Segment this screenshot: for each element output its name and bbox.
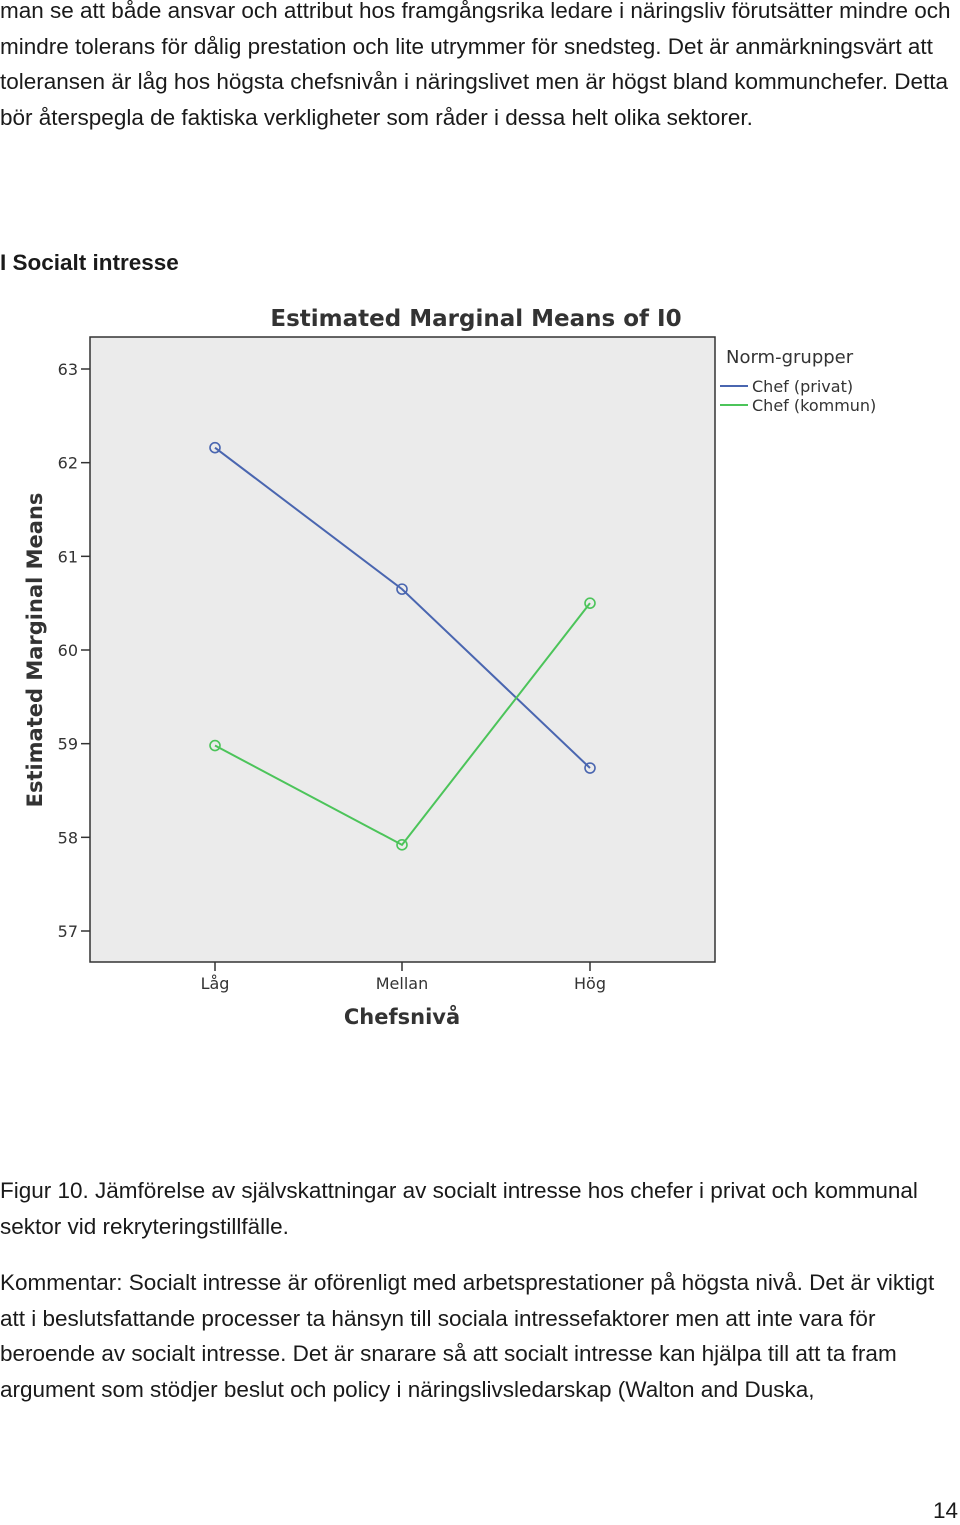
legend-title: Norm-grupper <box>726 347 854 368</box>
data-point <box>584 762 596 774</box>
line-chart: Estimated Marginal Means of I0 57 58 59 60 6… <box>23 306 876 1029</box>
data-point <box>396 583 408 595</box>
x-axis-label: Chefsnivå <box>344 1004 460 1029</box>
legend-entry: Chef (kommun) <box>752 396 876 415</box>
y-tick-label: 59 <box>58 735 78 754</box>
series-line-1 <box>214 446 591 769</box>
y-tick-label: 62 <box>58 454 78 473</box>
intro-paragraph: man se att både ansvar och attribut hos … <box>0 0 951 130</box>
y-tick-label: 57 <box>58 922 78 941</box>
comment-paragraph: Kommentar: Socialt intresse är oförenlig… <box>0 1270 935 1402</box>
y-tick-label: 61 <box>58 547 78 566</box>
y-axis: 57 58 59 60 61 62 63 <box>58 360 90 941</box>
y-tick-label: 63 <box>58 360 78 379</box>
page-number: 14 <box>932 1498 958 1523</box>
y-tick-label: 58 <box>58 828 78 847</box>
legend-entry: Chef (privat) <box>752 377 853 396</box>
legend: Norm-grupper Chef (privat)Chef (kommun) <box>720 347 876 415</box>
data-point <box>396 839 408 851</box>
x-axis: Låg Mellan Hög <box>201 962 606 993</box>
plot-area <box>89 336 716 963</box>
section-heading: I Socialt intresse <box>0 250 179 275</box>
figure-caption: Figur 10. Jämförelse av självskattningar… <box>0 1178 918 1239</box>
series-layer <box>209 441 596 851</box>
x-tick-label: Hög <box>574 974 606 993</box>
x-tick-label: Mellan <box>376 974 428 993</box>
data-point <box>209 739 221 752</box>
x-tick-label: Låg <box>201 974 230 993</box>
data-point <box>209 441 221 454</box>
y-tick-label: 60 <box>58 641 78 660</box>
y-axis-label: Estimated Marginal Means <box>23 493 47 808</box>
data-point <box>584 597 596 609</box>
chart-title: Estimated Marginal Means of I0 <box>270 306 681 332</box>
series-line-2 <box>214 602 591 847</box>
